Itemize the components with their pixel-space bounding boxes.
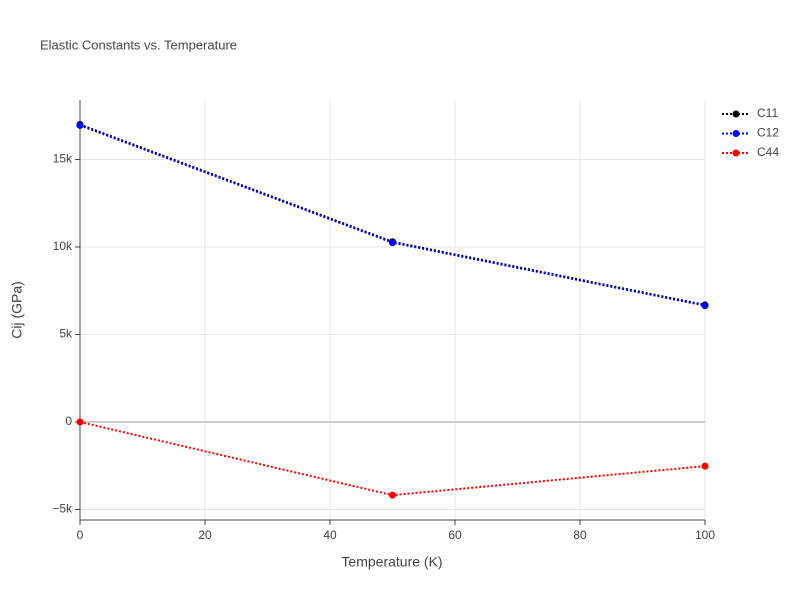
legend-label: C44 — [757, 145, 779, 159]
point — [76, 121, 84, 129]
y-tick-label: 10k — [53, 239, 73, 253]
x-tick-label: 20 — [198, 528, 212, 542]
legend-marker — [732, 110, 740, 118]
x-tick-label: 60 — [448, 528, 462, 542]
point — [76, 418, 84, 426]
point — [701, 302, 709, 310]
legend-label: C12 — [757, 126, 779, 140]
y-tick-label: 5k — [59, 327, 73, 341]
chart-title: Elastic Constants vs. Temperature — [40, 37, 237, 52]
series-line — [79, 123, 706, 306]
y-axis-label: Cij (GPa) — [9, 281, 25, 339]
x-tick-label: 0 — [77, 528, 84, 542]
legend-label: C11 — [757, 106, 778, 120]
legend-marker — [732, 130, 740, 137]
series-line — [79, 124, 706, 307]
series-line — [79, 421, 706, 497]
point — [389, 239, 396, 247]
x-tick-label: 80 — [573, 528, 587, 542]
x-tick-label: 40 — [323, 528, 337, 542]
y-tick-label: 15k — [53, 152, 73, 166]
x-tick-label: 100 — [695, 528, 715, 542]
y-tick-label: −5k — [52, 502, 73, 516]
point — [389, 491, 396, 499]
x-axis-label: Temperature (K) — [341, 554, 442, 570]
y-tick-label: 0 — [65, 414, 72, 428]
legend-marker — [732, 149, 740, 157]
point — [701, 462, 709, 470]
